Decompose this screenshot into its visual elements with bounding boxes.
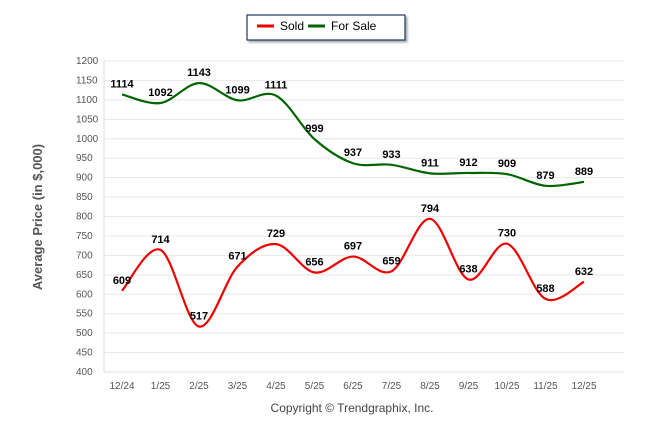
x-tick-label: 12/25 xyxy=(571,381,596,392)
x-tick-label: 1/25 xyxy=(151,381,171,392)
y-tick-label: 550 xyxy=(76,309,93,320)
y-tick-label: 1200 xyxy=(76,56,99,67)
data-label: 671 xyxy=(228,251,246,263)
legend-label[interactable]: Sold xyxy=(280,19,304,33)
data-label: 730 xyxy=(498,228,516,240)
data-label: 1092 xyxy=(148,87,172,99)
data-label: 909 xyxy=(498,158,516,170)
data-label: 912 xyxy=(459,157,477,169)
x-tick-label: 11/25 xyxy=(533,381,558,392)
footer-copyright: Copyright © Trendgraphix, Inc. xyxy=(271,401,434,415)
data-label: 794 xyxy=(421,203,440,215)
data-label: 697 xyxy=(344,241,362,253)
y-tick-label: 700 xyxy=(76,250,93,261)
x-tick-label: 9/25 xyxy=(459,381,479,392)
x-tick-label: 12/24 xyxy=(109,381,134,392)
y-axis-label: Average Price (in $,000) xyxy=(30,144,45,290)
y-tick-label: 850 xyxy=(76,192,93,203)
x-tick-label: 8/25 xyxy=(420,381,440,392)
legend: Sold For Sale xyxy=(246,14,406,41)
data-label: 911 xyxy=(421,157,439,169)
x-tick-label: 10/25 xyxy=(494,381,519,392)
x-tick-label: 6/25 xyxy=(343,381,363,392)
y-tick-label: 500 xyxy=(76,328,93,339)
data-label: 933 xyxy=(382,149,400,161)
data-label: 1111 xyxy=(265,80,288,92)
y-tick-label: 900 xyxy=(76,173,93,184)
data-label: 609 xyxy=(113,275,131,287)
x-tick-label: 3/25 xyxy=(228,381,248,392)
x-tick-label: 4/25 xyxy=(266,381,286,392)
y-tick-label: 400 xyxy=(76,367,93,378)
data-label: 632 xyxy=(575,266,593,278)
data-label: 889 xyxy=(575,166,593,178)
data-label: 1143 xyxy=(187,67,211,79)
y-tick-label: 1150 xyxy=(76,75,98,86)
x-tick-label: 5/25 xyxy=(305,381,325,392)
data-label: 659 xyxy=(382,255,400,267)
x-tick-label: 7/25 xyxy=(382,381,402,392)
legend-label[interactable]: For Sale xyxy=(331,19,377,33)
series-line-for-sale xyxy=(121,82,585,188)
y-tick-label: 1100 xyxy=(76,95,98,106)
series: 609 714 517 671 729 656 697 659 794 638 730 588 632 1… xyxy=(110,67,593,328)
y-tick-label: 450 xyxy=(76,348,93,359)
data-label: 638 xyxy=(459,263,477,275)
y-tick-label: 800 xyxy=(76,212,93,223)
y-tick-label: 750 xyxy=(76,231,93,242)
data-label: 999 xyxy=(305,123,323,135)
y-tick-label: 950 xyxy=(76,153,93,164)
data-label: 588 xyxy=(536,283,554,295)
y-tick-label: 600 xyxy=(76,289,93,300)
data-label: 937 xyxy=(344,147,362,159)
data-label: 729 xyxy=(267,228,285,240)
y-tick-label: 1000 xyxy=(76,134,99,145)
data-label: 1114 xyxy=(110,78,134,90)
y-axis: 400 450 500 550 600 650 700 750 800 850 900 950 1000… xyxy=(76,56,105,378)
y-tick-label: 1050 xyxy=(76,114,99,125)
data-label: 656 xyxy=(305,256,323,268)
data-label: 1099 xyxy=(225,84,249,96)
y-tick-label: 650 xyxy=(76,270,93,281)
x-tick-label: 2/25 xyxy=(189,381,209,392)
x-axis: 12/24 1/25 2/25 3/25 4/25 5/25 6/25 7/25 8/25 9/2… xyxy=(104,371,624,392)
data-label: 714 xyxy=(151,234,170,246)
series-line-sold xyxy=(121,217,585,328)
grid xyxy=(104,60,624,373)
data-label: 517 xyxy=(190,311,208,323)
data-label: 879 xyxy=(536,170,554,182)
